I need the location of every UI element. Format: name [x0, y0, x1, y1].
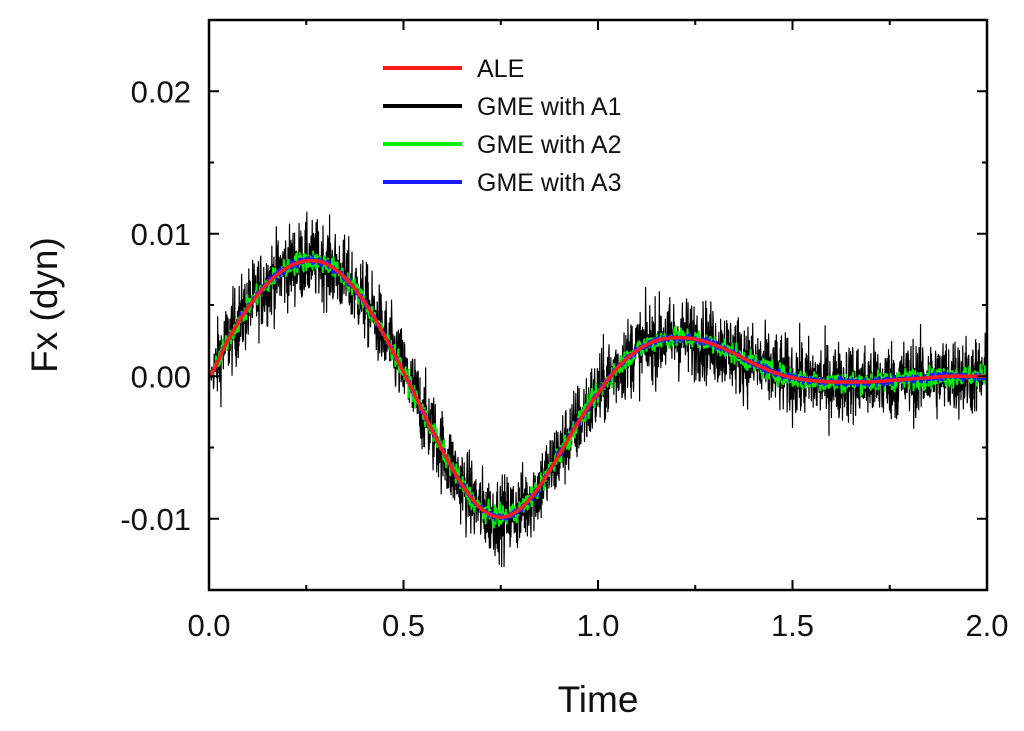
legend-label: GME with A2: [477, 131, 622, 159]
x-tick-label: 1.0: [576, 608, 619, 643]
x-axis: 0.0 0.5 1.0 1.5 2.0: [187, 20, 1009, 643]
y-tick-label: -0.01: [120, 502, 191, 537]
legend: ALE GME with A1 GME with A2 GME with A3: [383, 55, 622, 197]
series-line-ale: [209, 258, 987, 520]
y-tick-label: 0.02: [131, 74, 191, 109]
x-tick-label: 0.5: [382, 608, 425, 643]
y-axis-title: Fx (dyn): [24, 237, 65, 373]
plot-area: [209, 20, 987, 590]
x-axis-title: Time: [558, 679, 639, 720]
x-tick-label: 2.0: [965, 608, 1008, 643]
x-tick-label: 1.5: [771, 608, 814, 643]
series-layer: [209, 211, 987, 568]
y-tick-label: 0.01: [131, 217, 191, 252]
y-axis: -0.01 0.00 0.01 0.02: [120, 19, 987, 591]
y-tick-label: 0.00: [131, 359, 191, 394]
x-tick-label: 0.0: [187, 608, 230, 643]
legend-label: ALE: [477, 55, 524, 83]
legend-label: GME with A3: [477, 169, 622, 197]
legend-label: GME with A1: [477, 93, 622, 121]
